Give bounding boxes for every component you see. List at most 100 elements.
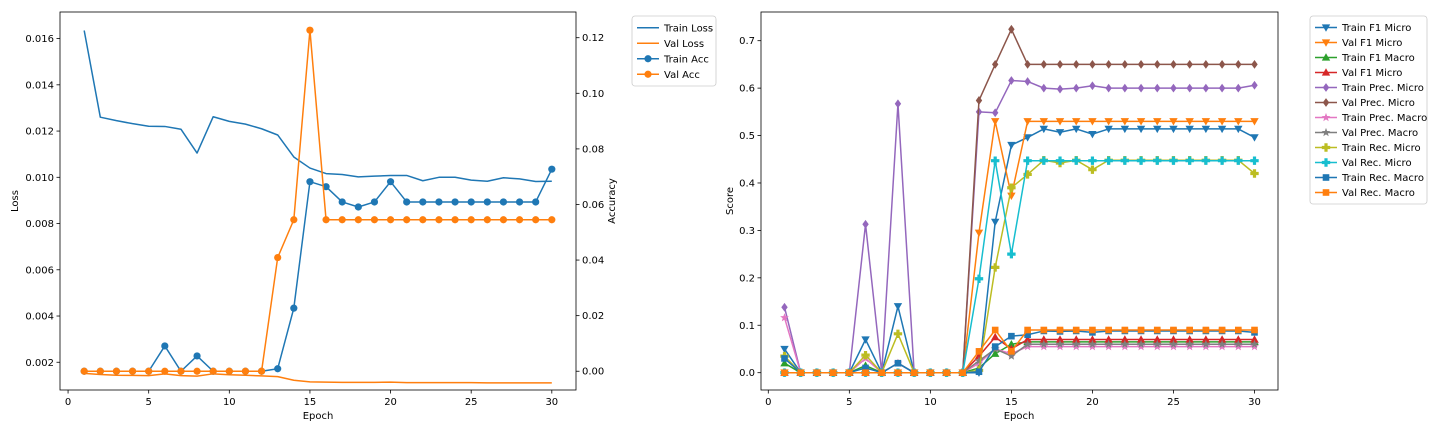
data-point-1-0-24: [1169, 125, 1178, 134]
data-point-0-2-12: [274, 365, 282, 373]
x-tick-label-1-0: 0: [765, 397, 771, 408]
data-point-1-6-17: [1055, 342, 1065, 351]
data-point-1-11-27: [1218, 326, 1226, 334]
x-tick-label-0-6: 30: [545, 397, 558, 408]
data-point-1-8-15: [1023, 170, 1032, 179]
data-point-1-11-18: [1072, 326, 1080, 334]
data-point-1-1-15: [1023, 118, 1032, 126]
loss-accuracy-chart: Epoch Loss Accuracy 0 5 10 15 20 25 30 0.002 0.0…: [10, 11, 717, 422]
data-point-1-7-12: [974, 356, 984, 365]
legend-entry-1-3: Val F1 Micro: [1315, 68, 1402, 79]
data-point-1-3-25: [1185, 335, 1194, 343]
data-point-1-7-29: [1250, 339, 1259, 348]
data-point-1-11-2: [813, 369, 821, 376]
data-point-1-10-13: [991, 343, 999, 350]
series-1-5: [781, 24, 1258, 378]
legend-label-1-8: Train Rec. Micro: [1341, 143, 1421, 154]
data-point-1-5-29: [1251, 60, 1258, 69]
data-point-1-3-28: [1234, 335, 1243, 343]
data-point-1-0-29: [1250, 134, 1259, 142]
series-line-1-4: [783, 79, 1255, 374]
series-line-0-2: [84, 168, 553, 372]
data-point-1-4-23: [1154, 83, 1161, 93]
data-point-0-3-26: [499, 216, 508, 224]
data-point-1-11-0: [781, 369, 788, 376]
data-point-1-7-20: [1104, 339, 1114, 348]
y2-tick-label-0-6: 0.12: [582, 33, 604, 44]
legend-label-1-1: Val F1 Micro: [1342, 38, 1402, 49]
data-point-1-11-20: [1105, 326, 1112, 334]
x-tick-label-0-4: 20: [384, 397, 397, 408]
data-point-1-11-16: [1040, 326, 1048, 334]
chart-0-legend: Train Loss Val Loss Train Acc Val Acc: [631, 15, 717, 87]
legend-label-1-0: Train F1 Micro: [1341, 23, 1411, 34]
data-point-1-9-25: [1185, 156, 1194, 165]
x-tick-label-1-6: 30: [1248, 397, 1261, 408]
data-point-1-0-21: [1120, 125, 1130, 134]
data-point-1-11-19: [1089, 326, 1096, 334]
data-point-1-6-18: [1071, 342, 1081, 351]
data-point-0-2-20: [403, 198, 411, 206]
data-point-1-9-24: [1169, 156, 1178, 165]
data-point-1-0-17: [1055, 129, 1065, 137]
legend-label-1-11: Val Rec. Macro: [1342, 188, 1415, 199]
data-point-1-6-21: [1120, 342, 1130, 351]
series-line-0-1: [84, 372, 552, 384]
data-point-1-6-27: [1217, 342, 1227, 351]
data-point-0-2-15: [322, 183, 330, 191]
data-point-1-1-29: [1250, 118, 1259, 126]
data-point-1-11-21: [1121, 326, 1129, 334]
y-tick-label-1-7: 0.7: [739, 36, 755, 47]
data-point-1-5-24: [1170, 60, 1177, 69]
data-point-1-5-25: [1186, 60, 1193, 69]
data-point-1-11-1: [797, 369, 805, 376]
legend-label-0-0: Train Loss: [663, 23, 713, 34]
legend-entry-1-7: Val Prec. Macro: [1315, 127, 1418, 139]
data-point-1-8-13: [990, 263, 1000, 272]
series-line-0-0: [83, 30, 552, 183]
data-point-1-3-13: [990, 332, 1000, 341]
data-point-1-10-15: [1024, 331, 1031, 339]
legend-swatch-marker-0-2: [644, 55, 652, 63]
data-point-1-7-22: [1136, 339, 1146, 348]
data-point-1-4-29: [1251, 80, 1258, 90]
data-point-1-2-14: [1007, 340, 1016, 348]
data-point-1-7-25: [1185, 339, 1195, 348]
data-point-1-1-19: [1088, 118, 1097, 126]
data-point-0-2-28: [532, 198, 540, 206]
legend-entry-1-11: Val Rec. Macro: [1315, 188, 1415, 199]
y2-tick-label-0-3: 0.06: [582, 200, 604, 211]
x-tick-label-0-3: 15: [304, 397, 317, 408]
data-point-1-11-17: [1056, 326, 1064, 334]
legend-swatch-marker-1-5: [1322, 98, 1330, 107]
data-point-1-8-29: [1250, 169, 1259, 178]
data-point-1-4-17: [1056, 84, 1064, 94]
data-point-1-1-13: [990, 118, 1000, 126]
data-point-1-3-22: [1136, 335, 1146, 343]
legend-entry-1-0: Train F1 Micro: [1315, 23, 1411, 34]
series-0-1: [84, 372, 552, 384]
data-point-1-5-22: [1137, 60, 1145, 69]
score-chart: Epoch Score 0 5 10 15 20 25 30 0.0 0.1 0.2 0.3 0.4 0…: [725, 11, 1428, 422]
data-point-1-5-19: [1089, 60, 1096, 69]
data-point-1-1-26: [1201, 118, 1211, 126]
y-tick-label-0-4: 0.010: [25, 173, 54, 184]
chart-0-series-layer: [80, 26, 556, 384]
data-point-1-3-19: [1088, 335, 1097, 343]
data-point-0-3-23: [451, 216, 459, 224]
data-point-0-3-20: [403, 216, 411, 224]
data-point-1-11-28: [1234, 326, 1242, 334]
data-point-0-3-17: [354, 216, 362, 224]
data-point-1-3-15: [1023, 335, 1032, 343]
data-point-1-11-22: [1137, 326, 1145, 334]
legend-label-0-1: Val Loss: [664, 39, 704, 50]
data-point-0-2-16: [338, 198, 346, 206]
data-point-1-1-17: [1055, 118, 1065, 126]
data-point-0-3-29: [548, 216, 556, 224]
data-point-0-2-17: [354, 203, 362, 211]
data-point-1-9-29: [1250, 156, 1259, 165]
data-point-1-0-28: [1234, 125, 1243, 134]
data-point-1-7-15: [1023, 339, 1032, 348]
legend-swatch-marker-1-1: [1321, 39, 1331, 47]
data-point-1-0-27: [1217, 125, 1227, 134]
